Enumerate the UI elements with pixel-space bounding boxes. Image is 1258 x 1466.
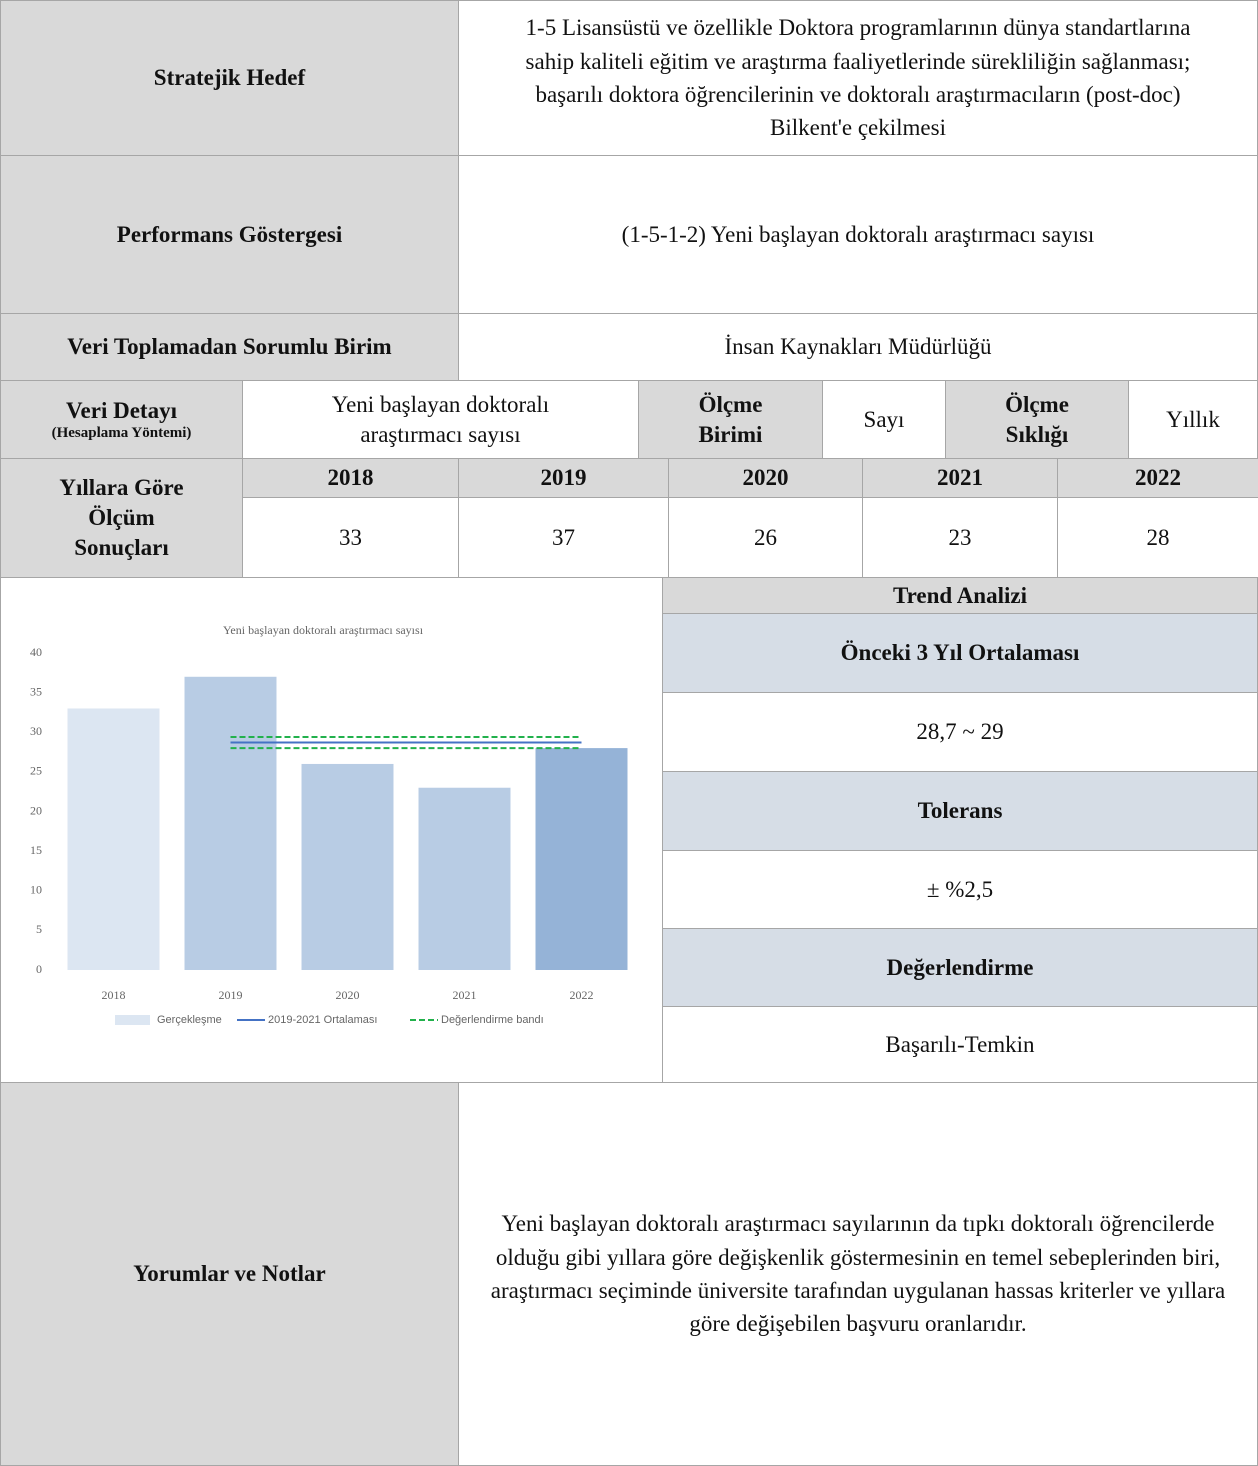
x-tick-label: 2022: [570, 988, 594, 1002]
chart-title: Yeni başlayan doktoralı araştırmacı sayı…: [223, 623, 424, 637]
text: Yıllık: [1166, 406, 1220, 432]
result-cell: 28: [1057, 497, 1258, 578]
y-tick-label: 10: [30, 883, 42, 897]
y-tick-label: 20: [30, 803, 42, 817]
text: Başarılı-Temkin: [885, 1031, 1035, 1057]
text: Yeni başlayan doktoralı araştırmacı sayı…: [331, 391, 550, 447]
label: Veri Detayı: [66, 397, 177, 423]
value-cell: İnsan Kaynakları Müdürlüğü: [458, 313, 1258, 381]
text: Yeni başlayan doktoralı araştırmacı sayı…: [490, 1211, 1226, 1337]
chart: Yeni başlayan doktoralı araştırmacı sayı…: [0, 577, 663, 1083]
y-tick-label: 30: [30, 724, 42, 738]
value-cell: Sayı: [822, 380, 946, 459]
label: Veri Toplamadan Sorumlu Birim: [67, 334, 392, 360]
bar: [535, 748, 628, 970]
x-tick-label: 2020: [336, 988, 360, 1002]
label-cell: Ölçme Sıklığı: [945, 380, 1129, 459]
y-tick-label: 35: [30, 684, 42, 698]
value-cell: ± %2,5: [662, 850, 1258, 929]
label: Ölçme Sıklığı: [1005, 391, 1069, 447]
x-tick-label: 2018: [102, 988, 126, 1002]
text: Sayı: [863, 406, 905, 432]
year: 2020: [742, 465, 789, 491]
bar: [418, 787, 511, 970]
result-cell: 37: [458, 497, 669, 578]
text: İnsan Kaynakları Müdürlüğü: [724, 334, 992, 360]
y-tick-label: 25: [30, 764, 42, 778]
year-cell: 2021: [862, 458, 1058, 498]
result: 23: [948, 524, 972, 550]
label-cell: Değerlendirme: [662, 928, 1258, 1007]
label-cell: Trend Analizi: [662, 577, 1258, 614]
text: ± %2,5: [926, 876, 994, 902]
label: Değerlendirme: [886, 954, 1034, 980]
year-cell: 2022: [1057, 458, 1258, 498]
result: 37: [552, 524, 575, 550]
label-cell: Tolerans: [662, 771, 1258, 851]
y-tick-label: 0: [36, 962, 42, 976]
label-cell: Yıllara Göre Ölçüm Sonuçları: [0, 458, 243, 578]
result-cell: 26: [668, 497, 863, 578]
y-tick-label: 40: [30, 645, 42, 659]
year: 2021: [937, 465, 983, 491]
text: 1-5 Lisansüstü ve özellikle Doktora prog…: [525, 15, 1191, 141]
year: 2018: [327, 465, 374, 491]
legend-label: Gerçekleşme: [157, 1014, 222, 1026]
label-cell: Yorumlar ve Notlar: [0, 1082, 459, 1466]
year-cell: 2018: [242, 458, 459, 498]
result-cell: 33: [242, 497, 459, 578]
text: (1-5-1-2) Yeni başlayan doktoralı araştı…: [621, 221, 1095, 247]
year: 2019: [540, 465, 587, 491]
sublabel: (Hesaplama Yöntemi): [51, 425, 192, 442]
x-tick-label: 2021: [453, 988, 477, 1002]
value-cell: Yeni başlayan doktoralı araştırmacı sayı…: [458, 1082, 1258, 1466]
label: Stratejik Hedef: [153, 65, 306, 91]
bar: [184, 676, 277, 970]
label-cell: Veri Detayı (Hesaplama Yöntemi): [0, 380, 243, 459]
year-cell: 2020: [668, 458, 863, 498]
label-cell: Veri Toplamadan Sorumlu Birim: [0, 313, 459, 381]
result-cell: 23: [862, 497, 1058, 578]
value-cell: Yeni başlayan doktoralı araştırmacı sayı…: [242, 380, 639, 459]
label: Performans Göstergesi: [116, 221, 343, 247]
legend-swatch: [115, 1015, 150, 1025]
x-tick-label: 2019: [219, 988, 243, 1002]
label: Önceki 3 Yıl Ortalaması: [840, 640, 1080, 666]
label: Tolerans: [917, 798, 1003, 824]
result: 33: [339, 524, 362, 550]
result: 26: [754, 524, 777, 550]
label-cell: Önceki 3 Yıl Ortalaması: [662, 613, 1258, 693]
value-cell: 28,7 ~ 29: [662, 692, 1258, 772]
result: 28: [1146, 524, 1170, 550]
year: 2022: [1135, 465, 1181, 491]
y-tick-label: 5: [36, 922, 42, 936]
legend-label: Değerlendirme bandı: [441, 1014, 544, 1026]
label-cell: Ölçme Birimi: [638, 380, 823, 459]
label-cell: Performans Göstergesi: [0, 155, 459, 314]
year-cell: 2019: [458, 458, 669, 498]
value-cell: (1-5-1-2) Yeni başlayan doktoralı araştı…: [458, 155, 1258, 314]
bar: [301, 763, 394, 970]
label: Trend Analizi: [893, 582, 1027, 608]
legend-label: 2019-2021 Ortalaması: [268, 1014, 377, 1026]
value-cell: Başarılı-Temkin: [662, 1006, 1258, 1083]
label-cell: Stratejik Hedef: [0, 0, 459, 156]
label: Yorumlar ve Notlar: [133, 1261, 326, 1287]
label: Yıllara Göre Ölçüm Sonuçları: [59, 475, 184, 560]
bar: [67, 708, 160, 970]
text: 28,7 ~ 29: [916, 719, 1004, 745]
value-cell: 1-5 Lisansüstü ve özellikle Doktora prog…: [458, 0, 1258, 156]
y-tick-label: 15: [30, 843, 42, 857]
label: Ölçme Birimi: [698, 391, 763, 447]
value-cell: Yıllık: [1128, 380, 1258, 459]
